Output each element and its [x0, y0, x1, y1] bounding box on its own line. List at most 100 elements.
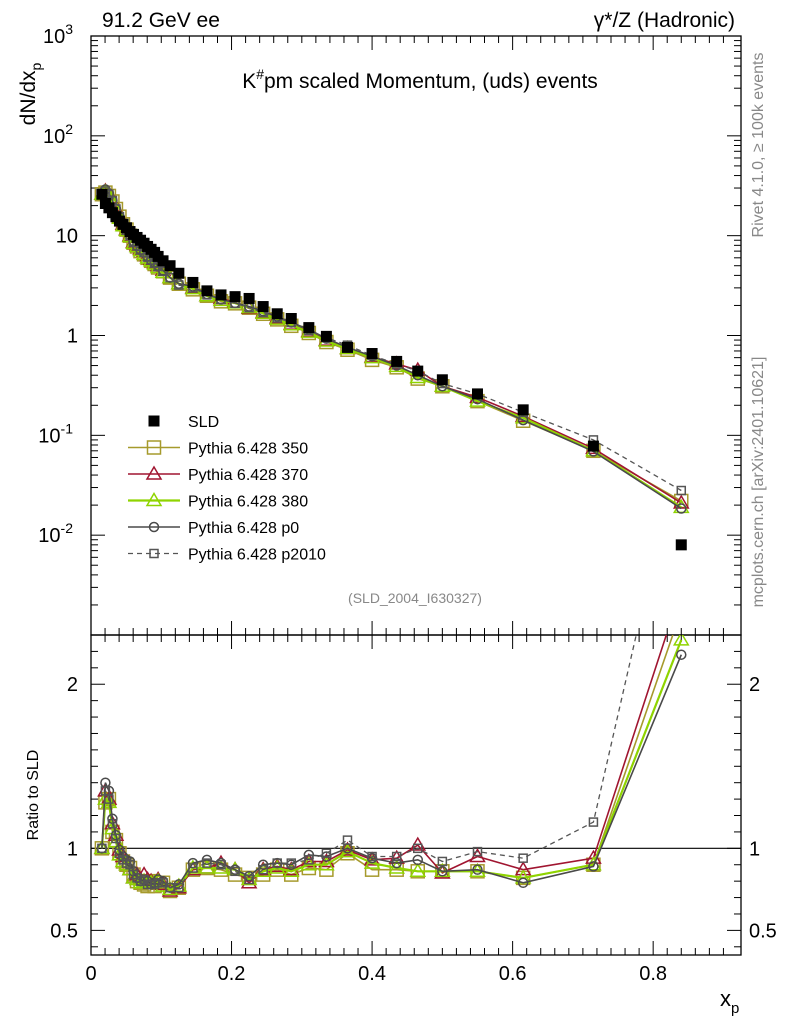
x-axis-label-main: x: [720, 986, 731, 1011]
ratio-point: [202, 858, 212, 868]
main-panel: 10-2 10-1 1 10 102 103: [38, 21, 742, 636]
sld-point: [96, 188, 108, 200]
sld-point: [391, 355, 403, 367]
legend: SLD Pythia 6.428 350 Pythia 6.428 370 Pythi…: [128, 414, 326, 564]
y-tick-exp: 3: [65, 21, 73, 37]
sld-point: [201, 285, 213, 297]
sld-point: [271, 308, 283, 320]
main-data: [93, 182, 690, 551]
ratio-point: [165, 882, 175, 893]
ratio-y-tick-label: 0.5: [50, 920, 78, 942]
x-tick-label: 0: [85, 963, 96, 985]
sld-point: [243, 292, 255, 304]
legend-marker: [146, 440, 162, 455]
y-tick-label: 10-2: [38, 520, 73, 547]
ratio-point: [153, 878, 163, 888]
ratio-point: [518, 853, 528, 863]
ratio-point: [472, 864, 483, 875]
sld-point: [229, 291, 241, 303]
legend-label: Pythia 6.428 380: [188, 494, 308, 511]
ratio-point: [282, 861, 300, 876]
ratio-point: [97, 843, 107, 854]
ratio-point: [321, 848, 332, 859]
ratio-point: [588, 861, 599, 872]
sld-point: [257, 301, 269, 313]
ratio-point: [674, 582, 688, 594]
ratio-point: [286, 858, 297, 868]
ratio-point: [413, 843, 423, 854]
ratio-point: [367, 851, 377, 862]
legend-marker: [148, 521, 160, 533]
ratio-point: [282, 862, 300, 878]
x-axis-label: xp: [720, 986, 739, 1017]
sld-point: [587, 440, 599, 452]
sld-point: [320, 330, 332, 342]
process-label: γ*/Z (Hadronic): [594, 9, 735, 32]
ratio-point: [216, 859, 226, 870]
ratio-point: [158, 878, 168, 888]
y-tick-exp: -1: [61, 420, 74, 436]
ratio-point: [675, 604, 688, 617]
legend-label: Pythia 6.428 350: [188, 441, 308, 458]
y-axis-label-main: dN/dx: [17, 70, 40, 125]
ratio-point: [104, 794, 114, 804]
sld-point: [675, 539, 687, 551]
ratio-point: [318, 852, 335, 868]
x-tick-label: 0.8: [639, 963, 667, 985]
ratio-point: [391, 857, 402, 869]
ratio-point: [304, 855, 314, 865]
y-tick-label: 1: [67, 326, 78, 348]
mcplots-label: mcplots.cern.ch [arXiv:2401.10621]: [750, 357, 767, 608]
legend-marker: [149, 548, 159, 559]
y-tick-label: 102: [43, 121, 73, 148]
ratio-point: [388, 859, 405, 874]
main-frame: [90, 35, 742, 636]
sld-point: [173, 267, 185, 279]
ratio-point: [437, 866, 448, 877]
ratio-point: [514, 861, 532, 876]
y-tick-base: 10: [56, 226, 78, 248]
data-point: [676, 485, 687, 496]
ratio-point: [409, 862, 427, 878]
sld-point: [341, 341, 353, 353]
sld-point: [215, 289, 227, 301]
ratio-point: [676, 649, 687, 660]
legend-marker: [148, 415, 160, 427]
sld-point: [366, 348, 378, 360]
ratio-point: [258, 864, 268, 875]
plot-title-rest: pm scaled Momentum, (uds) events: [264, 70, 598, 93]
y-tick-label: 103: [43, 21, 73, 48]
ratio-point: [391, 851, 402, 862]
ratio-y-axis-label: Ratio to SLD: [25, 750, 42, 841]
y-tick-label: 10-1: [38, 420, 73, 447]
y-tick-exp: 2: [65, 121, 73, 137]
ratio-point: [437, 856, 448, 867]
ratio-point: [257, 859, 269, 870]
ratio-point: [412, 854, 424, 866]
sld-point: [412, 365, 424, 377]
ratio-y-tick-label-right: 1: [749, 838, 760, 860]
y-axis-label-sub: p: [28, 62, 44, 70]
ratio-series-line: [101, 635, 637, 889]
sld-point: [157, 255, 169, 267]
ratio-point: [318, 856, 335, 871]
ratio-panel: 0 0.2 0.4 0.6 0.8 0.5 0.5 1 1 2 2: [50, 582, 777, 985]
x-tick-label: 0.6: [499, 963, 527, 985]
ratio-point: [472, 846, 483, 857]
ratio-point: [244, 874, 254, 885]
ratio-point: [588, 817, 599, 827]
ratio-point: [272, 858, 282, 868]
ratio-point: [111, 833, 121, 844]
sld-point: [303, 322, 315, 334]
ratio-point: [230, 866, 240, 877]
series-line: [101, 188, 682, 510]
sld-point: [436, 374, 448, 386]
ratio-point: [303, 849, 315, 861]
legend-marker: [145, 465, 163, 480]
x-tick-label: 0.4: [358, 963, 386, 985]
ratio-frame: [90, 634, 742, 956]
ratio-point: [672, 635, 690, 646]
legend-label: Pythia 6.428 p2010: [188, 547, 326, 564]
sld-point: [517, 404, 529, 416]
